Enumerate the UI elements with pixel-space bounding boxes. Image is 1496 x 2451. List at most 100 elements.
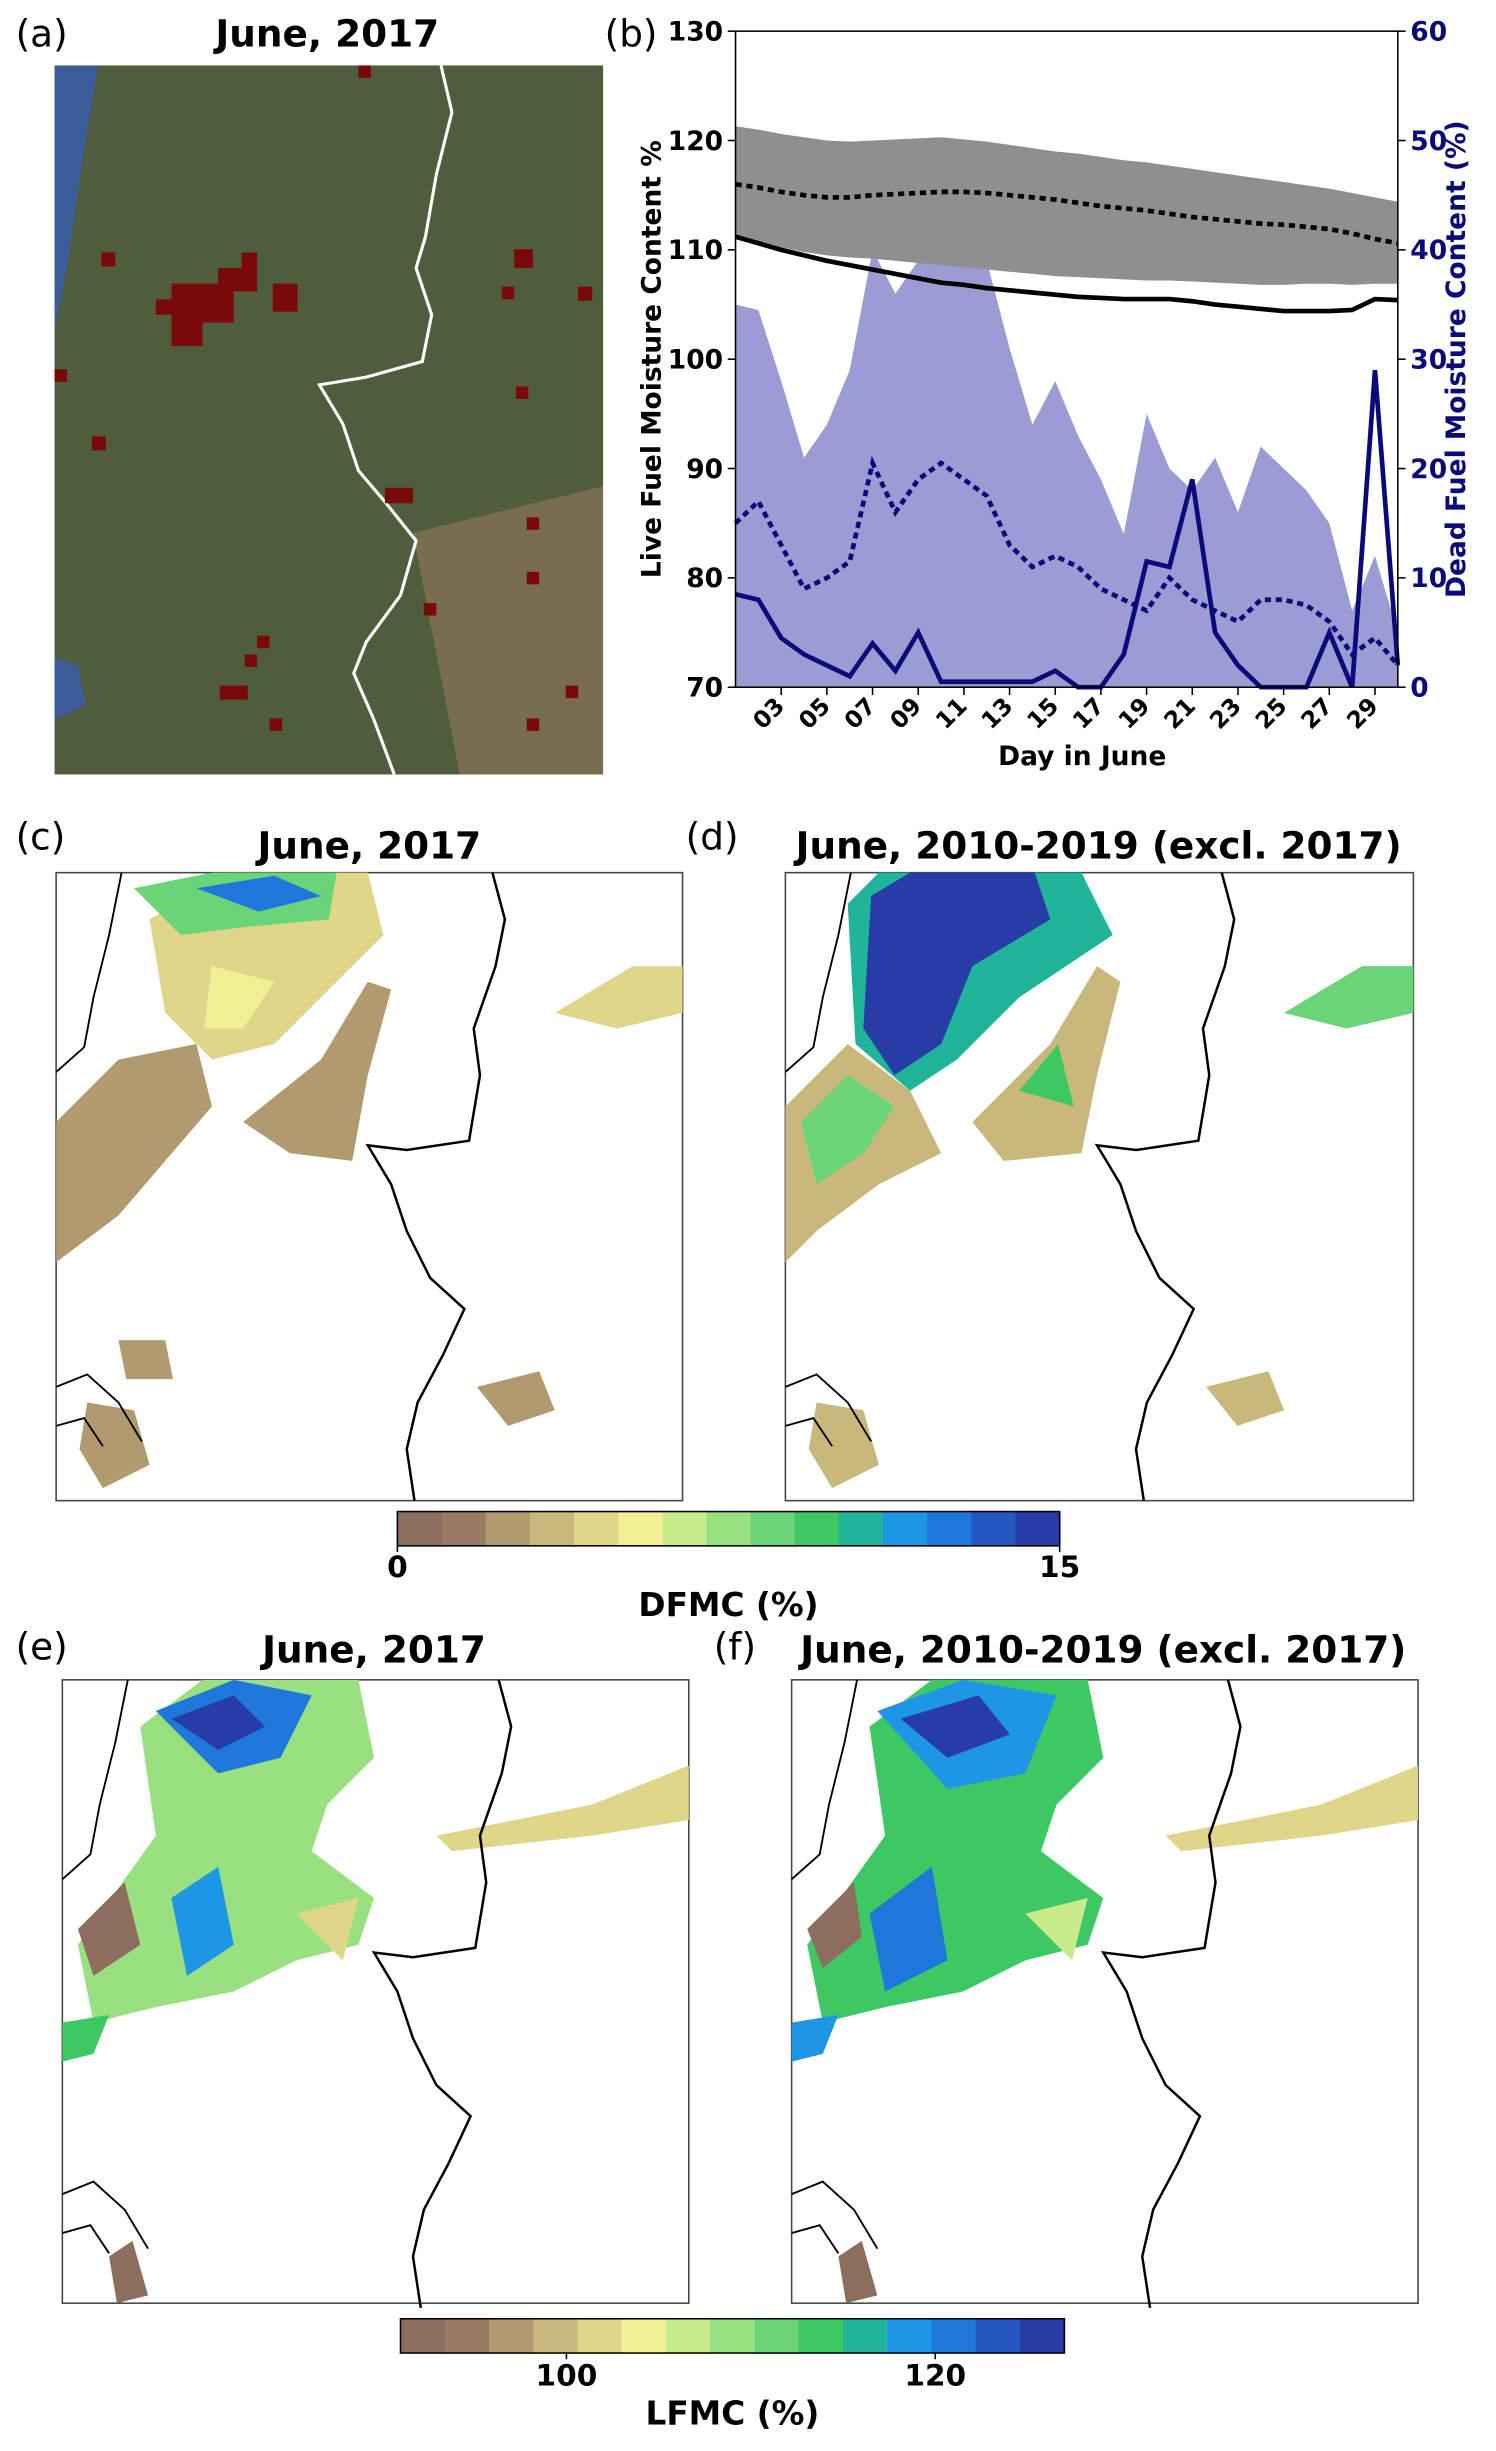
y2-axis-label: Dead Fuel Moisture Content (%) bbox=[1441, 120, 1472, 598]
colorbar-label: DFMC (%) bbox=[638, 1586, 818, 1624]
map-sea bbox=[54, 65, 99, 331]
colorbar-cell bbox=[577, 2318, 623, 2354]
y2-tick-label: 0 bbox=[1410, 673, 1428, 704]
y-tick-label: 90 bbox=[686, 454, 723, 485]
line bbox=[735, 181, 1399, 246]
x-tick-label: 07 bbox=[839, 692, 882, 735]
colorbar-cell bbox=[621, 2318, 667, 2354]
colorbar-cell bbox=[444, 2318, 490, 2354]
map-field bbox=[863, 872, 1051, 1076]
colorbar-cell bbox=[662, 1511, 708, 1546]
map-terrain bbox=[412, 486, 604, 775]
x-tick-label: 05 bbox=[793, 692, 836, 735]
colorbar-cell bbox=[838, 1511, 884, 1546]
colorbar-cell bbox=[975, 2318, 1021, 2354]
y2-tick-label: 50 bbox=[1410, 126, 1447, 157]
panel-label: (b) bbox=[605, 12, 658, 56]
colorbar-cell bbox=[710, 2318, 756, 2354]
map-field bbox=[196, 875, 322, 912]
y-tick-label: 120 bbox=[668, 126, 723, 157]
colorbar-cell bbox=[750, 1511, 796, 1546]
map-field bbox=[800, 1075, 895, 1185]
x-tick-label: 15 bbox=[1021, 692, 1064, 735]
colorbar-tick-label: 100 bbox=[536, 2359, 598, 2393]
colorbar-cell bbox=[441, 1511, 487, 1546]
panel-label: (c) bbox=[16, 814, 66, 858]
map-sea bbox=[54, 657, 86, 720]
dfmc-map bbox=[55, 871, 684, 1502]
lfmc-map bbox=[790, 1678, 1419, 2310]
area bbox=[735, 249, 1398, 688]
y-axis-label: Live Fuel Moisture Content % bbox=[637, 140, 668, 578]
map-field bbox=[1019, 1044, 1074, 1107]
map-frame bbox=[55, 871, 684, 1502]
colorbar-cell bbox=[887, 2318, 933, 2354]
colorbar-cell bbox=[754, 2318, 800, 2354]
map-field bbox=[77, 1882, 141, 1976]
map-border bbox=[316, 65, 454, 776]
colorbar-cell bbox=[971, 1511, 1017, 1546]
colorbar-cell bbox=[485, 1511, 531, 1546]
colorbar-cell bbox=[1020, 2318, 1066, 2354]
band bbox=[735, 126, 1398, 285]
colorbar-label: LFMC (%) bbox=[645, 2395, 819, 2433]
y-tick-label: 70 bbox=[686, 673, 723, 704]
x-tick-label: 09 bbox=[884, 692, 927, 735]
colorbar-tick-label: 15 bbox=[1039, 1550, 1080, 1584]
map-field bbox=[77, 1679, 375, 2023]
map-field bbox=[808, 1371, 1285, 1489]
map-fire-pixels bbox=[54, 65, 593, 731]
map-field bbox=[554, 966, 683, 1029]
colorbar-cell bbox=[573, 1511, 619, 1546]
y2-tick-label: 30 bbox=[1410, 345, 1447, 376]
line bbox=[734, 234, 1398, 314]
map-field bbox=[869, 1866, 948, 1992]
y-tick-label: 110 bbox=[668, 235, 723, 266]
x-tick-label: 21 bbox=[1158, 692, 1201, 735]
colorbar-cell bbox=[883, 1511, 928, 1546]
x-tick-label: 17 bbox=[1067, 692, 1110, 735]
lfmc-map bbox=[61, 1678, 690, 2310]
colorbar-cell bbox=[794, 1511, 840, 1546]
x-axis-label: Day in June bbox=[998, 741, 1166, 772]
colorbar-cell bbox=[931, 2318, 977, 2354]
colorbar-cell bbox=[706, 1511, 752, 1546]
map-field bbox=[1165, 1765, 1419, 1852]
panel-label: (f) bbox=[714, 1625, 756, 1669]
panel-label: (e) bbox=[16, 1625, 68, 1669]
y-tick-label: 130 bbox=[668, 17, 723, 48]
panel-title: June, 2017 bbox=[254, 824, 481, 868]
colorbar-cell bbox=[1015, 1511, 1061, 1546]
plot bbox=[733, 126, 1401, 690]
colorbar-cell bbox=[843, 2318, 889, 2354]
map-field bbox=[56, 1044, 212, 1263]
colorbar-cell bbox=[798, 2318, 844, 2354]
x-tick-label: 25 bbox=[1250, 692, 1293, 735]
map-field bbox=[109, 2240, 149, 2304]
map-field bbox=[791, 2014, 839, 2062]
panel-title: June, 2017 bbox=[259, 1628, 486, 1672]
map-field bbox=[243, 981, 392, 1161]
dfmc-map bbox=[784, 871, 1415, 1502]
colorbar-tick-label: 120 bbox=[904, 2359, 966, 2393]
map-field bbox=[296, 1898, 359, 1961]
y2-tick-label: 60 bbox=[1410, 17, 1447, 48]
y-tick-label: 80 bbox=[686, 563, 723, 594]
colorbar-frame bbox=[399, 2317, 1066, 2354]
x-tick-label: 13 bbox=[976, 692, 1019, 735]
satellite-map bbox=[54, 65, 604, 776]
colorbar-cell bbox=[400, 2318, 446, 2354]
map-field bbox=[62, 2014, 110, 2062]
x-tick-label: 19 bbox=[1113, 692, 1156, 735]
colorbar-frame bbox=[396, 1510, 1061, 1547]
panel-label: (d) bbox=[686, 814, 739, 858]
y2-tick-label: 10 bbox=[1410, 563, 1447, 594]
panel-title: June, 2010-2019 (excl. 2017) bbox=[797, 1628, 1406, 1672]
colorbar-cell bbox=[397, 1511, 443, 1546]
x-tick-label: 11 bbox=[930, 692, 973, 735]
map-field bbox=[436, 1765, 689, 1852]
line bbox=[733, 455, 1400, 667]
y2-tick-label: 20 bbox=[1410, 454, 1447, 485]
colorbar-cell bbox=[927, 1511, 973, 1546]
